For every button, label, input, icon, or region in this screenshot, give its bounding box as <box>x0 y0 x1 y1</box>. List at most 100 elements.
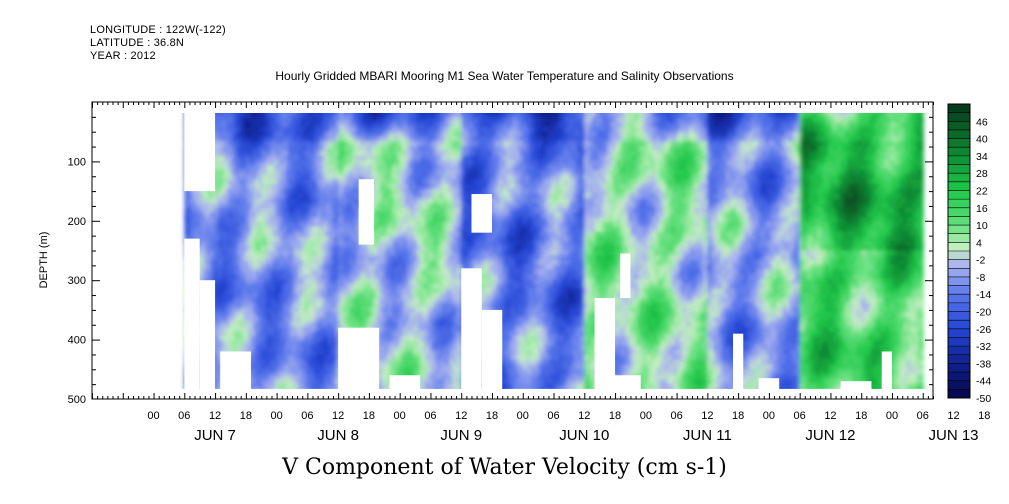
heatmap-cell <box>240 226 245 233</box>
heatmap-cell <box>263 122 268 128</box>
heatmap-cell <box>258 207 263 214</box>
heatmap-cell <box>233 288 237 295</box>
heatmap-cell <box>192 207 196 214</box>
heatmap-cell <box>263 321 268 328</box>
heatmap-cell <box>263 113 268 119</box>
heatmap-cell <box>263 293 268 299</box>
heatmap-cell <box>240 245 245 252</box>
heatmap-cell <box>230 345 234 352</box>
heatmap-cell <box>263 331 268 337</box>
heatmap-cell <box>261 193 265 200</box>
heatmap-cell <box>225 169 229 176</box>
heatmap-cell <box>217 165 222 171</box>
heatmap-cell <box>256 131 260 138</box>
heatmap-cell <box>227 146 232 152</box>
heatmap-cell <box>248 245 252 252</box>
heatmap-cell <box>184 226 188 233</box>
heatmap-cell <box>268 340 273 347</box>
heatmap-cell <box>209 212 214 219</box>
heatmap-cell <box>225 165 229 171</box>
heatmap-cell <box>243 150 247 157</box>
heatmap-cell <box>233 179 237 185</box>
heatmap-cell <box>258 274 263 280</box>
heatmap-cell <box>261 136 265 143</box>
heatmap-cell <box>235 174 240 181</box>
heatmap-cell <box>253 155 257 162</box>
heatmap-cell <box>222 274 227 280</box>
heatmap-cell <box>266 226 270 233</box>
heatmap-cell <box>225 136 229 143</box>
heatmap-cell <box>266 374 270 380</box>
heatmap-cell <box>192 212 196 219</box>
heatmap-cell <box>261 312 265 318</box>
heatmap-cell <box>240 113 245 119</box>
heatmap-cell <box>258 345 263 352</box>
heatmap-cell <box>261 374 265 380</box>
heatmap-cell <box>245 321 250 328</box>
heatmap-cell <box>194 207 199 214</box>
heatmap-cell <box>256 307 260 314</box>
heatmap-cell <box>256 340 260 347</box>
heatmap-cell <box>248 155 252 162</box>
heatmap-cell <box>222 321 227 328</box>
heatmap-cell <box>212 255 216 261</box>
heatmap-cell <box>215 169 219 176</box>
heatmap-cell <box>261 207 265 214</box>
heatmap-cell <box>263 336 268 342</box>
heatmap-cell <box>230 155 234 162</box>
heatmap-cell <box>207 264 211 271</box>
heatmap-cell <box>235 331 240 337</box>
heatmap-cell <box>202 217 206 223</box>
heatmap-cell <box>240 146 245 152</box>
heatmap-cell <box>217 383 222 389</box>
heatmap-cell <box>204 241 209 247</box>
heatmap-cell <box>240 250 245 257</box>
heatmap-cell <box>245 336 250 342</box>
heatmap-cell <box>251 388 255 389</box>
heatmap-cell <box>263 226 268 233</box>
heatmap-cell <box>266 179 270 185</box>
heatmap-cell <box>268 207 273 214</box>
heatmap-cell <box>233 340 237 347</box>
heatmap-cell <box>233 141 237 147</box>
heatmap-cell <box>199 188 204 195</box>
heatmap-cell <box>238 131 242 138</box>
heatmap-cell <box>238 283 242 290</box>
heatmap-cell <box>245 188 250 195</box>
heatmap-cell <box>220 236 224 242</box>
heatmap-cell <box>240 131 245 138</box>
heatmap-cell <box>251 317 255 323</box>
heatmap-cell <box>253 131 257 138</box>
heatmap-cell <box>238 150 242 157</box>
heatmap-cell <box>204 231 209 238</box>
heatmap-cell <box>268 231 273 238</box>
heatmap-cell <box>202 269 206 276</box>
heatmap-cell <box>235 207 240 214</box>
heatmap-cell <box>197 198 201 204</box>
heatmap-cell <box>197 226 201 233</box>
heatmap-cell <box>248 226 252 233</box>
heatmap-cell <box>233 236 237 242</box>
heatmap-cell <box>261 222 265 228</box>
heatmap-cell <box>240 274 245 280</box>
heatmap-cell <box>268 179 273 185</box>
heatmap-cell <box>217 184 222 190</box>
heatmap-cell <box>253 141 257 147</box>
heatmap-cell <box>258 250 263 257</box>
heatmap-cell <box>256 150 260 157</box>
heatmap-cell <box>243 345 247 352</box>
heatmap-cell <box>215 283 219 290</box>
heatmap-cell <box>258 260 263 266</box>
heatmap-cell <box>268 117 273 124</box>
heatmap-cell <box>261 126 265 133</box>
heatmap-cell <box>225 150 229 157</box>
heatmap-cell <box>184 231 188 238</box>
heatmap-cell <box>261 146 265 152</box>
heatmap-cell <box>245 269 250 276</box>
heatmap-cell <box>225 274 229 280</box>
heatmap-cell <box>230 279 234 285</box>
heatmap-cell <box>194 222 199 228</box>
heatmap-cell <box>230 340 234 347</box>
heatmap-cell <box>243 165 247 171</box>
heatmap-cell <box>222 283 227 290</box>
